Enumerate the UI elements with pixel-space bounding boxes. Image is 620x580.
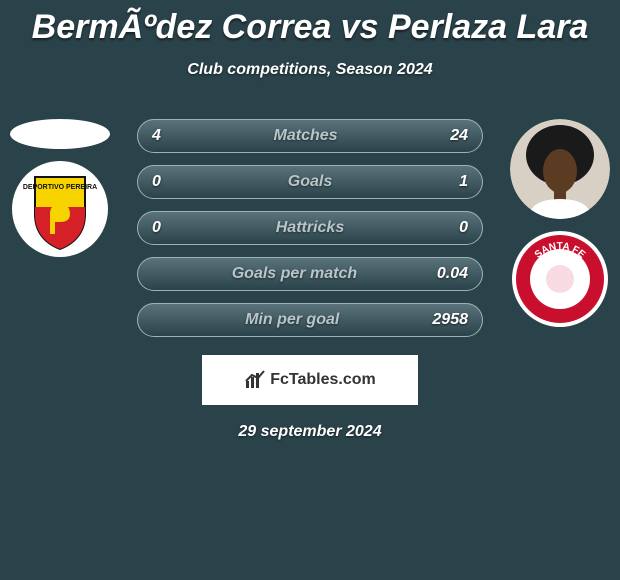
stat-label: Hattricks <box>276 219 344 237</box>
stat-row: 4 Matches 24 <box>137 119 483 153</box>
stat-row: 0 Hattricks 0 <box>137 211 483 245</box>
stat-left-value: 0 <box>152 173 161 191</box>
stat-row: Min per goal 2958 <box>137 303 483 337</box>
page-title: BermÃºdez Correa vs Perlaza Lara <box>0 0 620 47</box>
attribution-box: FcTables.com <box>202 355 418 405</box>
stat-right-value: 0 <box>459 219 468 237</box>
stat-label: Goals per match <box>232 265 357 283</box>
stat-label: Matches <box>274 127 338 145</box>
page-date: 29 september 2024 <box>0 423 620 441</box>
stat-right-value: 2958 <box>432 311 468 329</box>
stat-right-value: 0.04 <box>437 265 468 283</box>
club-badge-icon: DEPORTIVO PEREIRA <box>10 159 110 259</box>
svg-text:DEPORTIVO PEREIRA: DEPORTIVO PEREIRA <box>23 184 97 191</box>
stat-left-value: 4 <box>152 127 161 145</box>
left-club-badge: DEPORTIVO PEREIRA <box>10 159 110 259</box>
attribution-text: FcTables.com <box>270 371 376 389</box>
stat-right-value: 1 <box>459 173 468 191</box>
stat-row: 0 Goals 1 <box>137 165 483 199</box>
chart-icon <box>244 369 266 391</box>
player-photo-icon <box>510 119 610 219</box>
comparison-layout: DEPORTIVO PEREIRA <box>0 119 620 441</box>
stat-label: Goals <box>288 173 332 191</box>
left-player-photo-placeholder <box>10 119 110 149</box>
left-player-column: DEPORTIVO PEREIRA <box>10 119 110 259</box>
right-player-column: SANTA FE <box>510 119 610 329</box>
stat-row: Goals per match 0.04 <box>137 257 483 291</box>
page-subtitle: Club competitions, Season 2024 <box>0 61 620 79</box>
right-player-photo <box>510 119 610 219</box>
stat-left-value: 0 <box>152 219 161 237</box>
right-club-badge: SANTA FE <box>510 229 610 329</box>
stats-table: 4 Matches 24 0 Goals 1 0 Hattricks 0 Goa… <box>137 119 483 337</box>
stat-label: Min per goal <box>245 311 339 329</box>
club-badge-icon: SANTA FE <box>510 229 610 329</box>
stat-right-value: 24 <box>450 127 468 145</box>
